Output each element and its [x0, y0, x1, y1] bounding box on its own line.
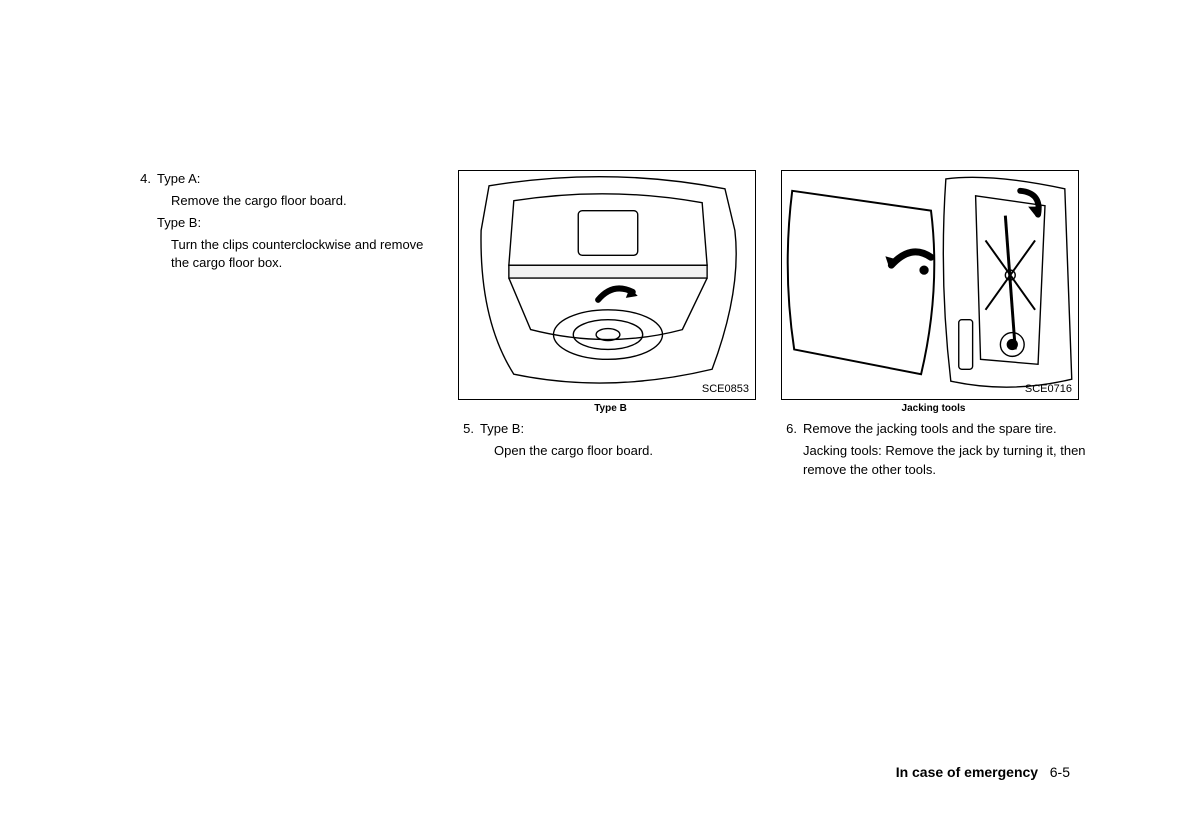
step-4: 4. Type A: Remove the cargo floor board.… [135, 170, 440, 276]
cargo-floor-illustration [459, 171, 755, 399]
jacking-tools-illustration [782, 171, 1078, 399]
figure-code: SCE0716 [1025, 383, 1072, 395]
section-title: In case of emergency [896, 764, 1038, 780]
figure-jacking-tools: SCE0716 [781, 170, 1079, 400]
manual-page: 4. Type A: Remove the cargo floor board.… [0, 0, 1200, 485]
step-line-1: Remove the jacking tools and the spare t… [803, 420, 1086, 439]
page-footer: In case of emergency 6-5 [896, 764, 1070, 780]
step-number: 5. [458, 420, 480, 464]
type-a-text: Remove the cargo floor board. [157, 192, 440, 211]
type-b-text: Open the cargo floor board. [480, 442, 763, 461]
step-number: 4. [135, 170, 157, 276]
figure-code: SCE0853 [702, 383, 749, 395]
step-5: 5. Type B: Open the cargo floor board. [458, 420, 763, 464]
type-a-label: Type A: [157, 170, 440, 189]
step-line-2: Jacking tools: Remove the jack by turnin… [803, 442, 1086, 480]
column-middle: SCE0853 Type B 5. Type B: Open the cargo… [458, 170, 763, 485]
figure-caption: Type B [458, 403, 763, 414]
figure-caption: Jacking tools [781, 403, 1086, 414]
type-b-text: Turn the clips counterclockwise and remo… [157, 236, 440, 274]
type-b-label: Type B: [480, 420, 763, 439]
column-right: SCE0716 Jacking tools 6. Remove the jack… [781, 170, 1086, 485]
type-b-label: Type B: [157, 214, 440, 233]
step-number: 6. [781, 420, 803, 483]
figure-type-b: SCE0853 [458, 170, 756, 400]
column-left: 4. Type A: Remove the cargo floor board.… [135, 170, 440, 485]
page-number: 6-5 [1050, 764, 1070, 780]
step-6: 6. Remove the jacking tools and the spar… [781, 420, 1086, 483]
